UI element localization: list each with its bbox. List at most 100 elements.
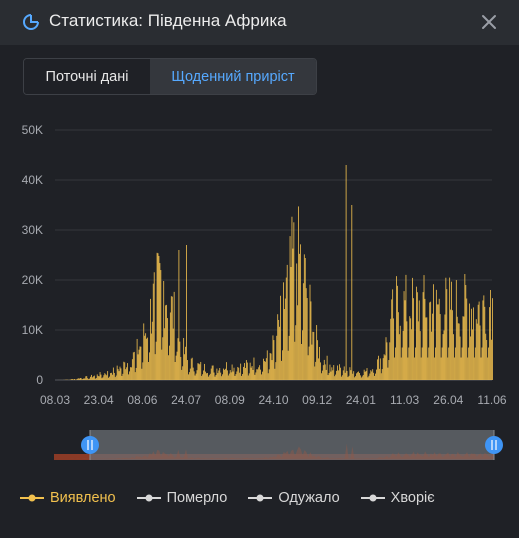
daily-case-bar bbox=[202, 374, 204, 380]
daily-case-bar bbox=[107, 371, 109, 380]
daily-case-bar bbox=[306, 298, 308, 380]
daily-case-bar bbox=[103, 375, 105, 380]
daily-case-bar bbox=[398, 334, 400, 380]
daily-case-bar bbox=[114, 377, 116, 380]
daily-case-bar bbox=[221, 376, 223, 380]
daily-case-bar bbox=[434, 357, 435, 380]
daily-case-bar bbox=[164, 328, 166, 380]
daily-case-bar bbox=[106, 375, 108, 380]
daily-case-bar bbox=[299, 253, 300, 380]
daily-case-bar bbox=[422, 292, 424, 380]
daily-case-bar bbox=[448, 347, 450, 380]
daily-case-bar bbox=[195, 373, 197, 380]
daily-case-bar bbox=[486, 339, 488, 380]
daily-case-bar bbox=[185, 346, 186, 380]
daily-case-bar bbox=[152, 283, 154, 380]
daily-case-bar bbox=[477, 304, 479, 380]
daily-case-bar bbox=[429, 302, 431, 380]
legend-item-recovered[interactable]: Одужало bbox=[248, 490, 340, 506]
daily-case-bar bbox=[408, 347, 410, 380]
daily-case-bar bbox=[413, 298, 414, 380]
legend-marker-icon bbox=[360, 494, 385, 502]
tab-current-data[interactable]: Поточні дані bbox=[24, 59, 150, 94]
daily-case-bar bbox=[99, 372, 101, 380]
daily-case-bar bbox=[440, 357, 442, 380]
daily-case-bar bbox=[462, 316, 464, 380]
daily-case-bar bbox=[252, 369, 254, 380]
daily-case-bar bbox=[112, 374, 113, 380]
daily-case-bar bbox=[263, 358, 264, 380]
daily-case-bar bbox=[442, 334, 444, 380]
daily-case-bar bbox=[473, 307, 474, 380]
daily-case-bar bbox=[416, 286, 417, 380]
daily-case-bar bbox=[134, 372, 136, 381]
daily-case-bar bbox=[405, 274, 407, 380]
daily-case-bar bbox=[303, 254, 305, 380]
daily-case-bar bbox=[276, 335, 278, 380]
legend-item-active[interactable]: Хворіє bbox=[360, 490, 435, 506]
daily-case-bar bbox=[226, 370, 228, 380]
daily-case-bar bbox=[356, 373, 357, 380]
daily-case-bar bbox=[414, 357, 415, 380]
daily-case-bar bbox=[365, 370, 367, 380]
y-tick-label: 30K bbox=[22, 223, 43, 237]
daily-case-bar bbox=[373, 372, 375, 380]
daily-case-bar bbox=[125, 369, 127, 380]
daily-case-bar bbox=[270, 353, 272, 380]
daily-case-bar bbox=[322, 365, 324, 380]
daily-case-bar bbox=[131, 367, 132, 380]
x-tick-label: 24.10 bbox=[258, 393, 288, 407]
daily-case-bar bbox=[193, 371, 195, 380]
daily-case-bar bbox=[308, 346, 310, 380]
daily-case-bar bbox=[353, 371, 355, 380]
daily-case-bar bbox=[74, 379, 75, 380]
daily-case-bar bbox=[175, 355, 177, 381]
daily-case-bar bbox=[162, 337, 164, 380]
daily-case-bar bbox=[484, 306, 486, 380]
daily-case-bar bbox=[166, 304, 167, 380]
daily-case-bar bbox=[352, 373, 354, 380]
daily-case-bar bbox=[209, 373, 211, 380]
daily-case-bar bbox=[371, 371, 373, 380]
daily-case-bar bbox=[149, 352, 150, 381]
tab-daily-growth[interactable]: Щоденний приріст bbox=[150, 59, 316, 94]
daily-case-bar bbox=[238, 367, 240, 380]
daily-case-bar bbox=[178, 250, 180, 380]
legend-label: Виявлено bbox=[50, 490, 116, 506]
legend-item-deaths[interactable]: Померло bbox=[136, 490, 227, 506]
daily-case-bar bbox=[445, 277, 447, 380]
daily-case-bar bbox=[351, 205, 353, 380]
x-tick-label: 08.06 bbox=[127, 393, 157, 407]
x-tick-label: 09.12 bbox=[302, 393, 332, 407]
daily-case-bar bbox=[378, 368, 380, 380]
daily-case-bar bbox=[268, 369, 270, 380]
daily-case-bar bbox=[205, 371, 206, 380]
daily-case-bar bbox=[199, 364, 201, 380]
legend-label: Одужало bbox=[278, 490, 340, 506]
legend-marker-icon bbox=[136, 494, 161, 502]
daily-case-bar bbox=[305, 288, 307, 380]
daily-case-bar bbox=[89, 378, 91, 380]
navigator-right-handle[interactable] bbox=[485, 436, 503, 454]
daily-case-bar bbox=[284, 298, 286, 380]
daily-case-bar bbox=[476, 323, 478, 380]
daily-case-bar bbox=[248, 373, 250, 380]
daily-case-bar bbox=[218, 370, 220, 380]
daily-case-bar bbox=[337, 365, 338, 380]
daily-case-bar bbox=[406, 321, 408, 380]
daily-case-bar bbox=[368, 375, 370, 380]
daily-case-bar bbox=[362, 375, 364, 380]
daily-case-bar bbox=[382, 358, 384, 380]
daily-case-bar bbox=[100, 374, 102, 380]
daily-case-bar bbox=[472, 329, 473, 380]
daily-case-bar bbox=[224, 369, 225, 380]
range-navigator[interactable] bbox=[0, 425, 519, 465]
legend-item-detected[interactable]: Виявлено bbox=[20, 490, 116, 506]
daily-case-bar bbox=[370, 370, 372, 380]
daily-case-bar bbox=[439, 314, 441, 380]
daily-case-bar bbox=[320, 362, 321, 380]
close-icon[interactable] bbox=[479, 12, 499, 32]
daily-case-bar bbox=[283, 309, 285, 380]
navigator-left-handle[interactable] bbox=[81, 436, 99, 454]
daily-case-bar bbox=[361, 376, 363, 380]
